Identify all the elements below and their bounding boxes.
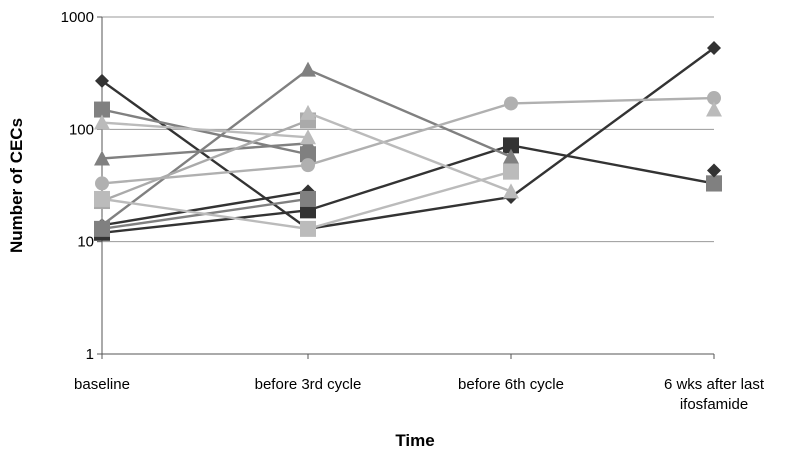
data-point-triangle [503, 148, 519, 164]
series-14 [706, 175, 722, 192]
data-point-circle [504, 96, 518, 111]
series-9 [95, 91, 721, 191]
x-tick-label: baseline [74, 376, 130, 393]
series-11 [94, 163, 519, 237]
series-line [101, 142, 309, 160]
data-point-circle [301, 158, 315, 173]
data-point-square [300, 220, 316, 237]
data-point-triangle [94, 114, 110, 130]
data-point-square [300, 190, 316, 207]
y-tick-label: 100 [69, 121, 94, 138]
data-point-square [503, 137, 519, 154]
data-point-triangle [94, 217, 110, 233]
series-line [101, 96, 715, 185]
series-12 [300, 104, 519, 199]
data-point-triangle [300, 104, 316, 120]
series-10 [94, 114, 316, 145]
data-point-circle [95, 176, 109, 191]
data-point-diamond [95, 73, 109, 88]
data-point-square [706, 175, 722, 192]
series-line [101, 144, 715, 234]
axes [101, 17, 714, 355]
data-point-diamond [707, 163, 721, 178]
series-line [101, 190, 309, 227]
series-1 [95, 40, 721, 236]
data-point-square [503, 163, 519, 180]
series-line [101, 47, 715, 231]
gridlines [102, 16, 714, 355]
y-tick-labels: 1 10 100 1000 [61, 9, 102, 363]
data-point-triangle [503, 183, 519, 199]
series-line [101, 121, 309, 139]
series-13 [706, 101, 722, 117]
data-point-triangle [706, 101, 722, 117]
x-tick-label: before 6th cycle [458, 376, 564, 393]
series-4 [94, 101, 316, 163]
series-layer [94, 40, 722, 241]
y-tick-label: 10 [77, 234, 94, 251]
data-point-triangle [94, 150, 110, 166]
data-point-square [94, 101, 110, 118]
data-point-triangle [300, 129, 316, 145]
data-point-triangle [300, 61, 316, 77]
y-tick-label: 1000 [61, 9, 94, 26]
series-line [307, 111, 512, 193]
y-axis-title: Number of CECs [7, 118, 26, 253]
data-point-diamond [707, 40, 721, 55]
x-tick-labels: baseline before 3rd cycle before 6th cycle… [74, 354, 765, 413]
data-point-circle [707, 91, 721, 106]
y-tick-label: 1 [86, 346, 94, 363]
x-axis-title: Time [395, 431, 434, 450]
x-tick-label: 6 wks after last ifosfamide [664, 376, 765, 413]
x-tick-label: before 3rd cycle [255, 376, 362, 393]
series-15 [707, 163, 721, 178]
data-point-square [94, 190, 110, 207]
